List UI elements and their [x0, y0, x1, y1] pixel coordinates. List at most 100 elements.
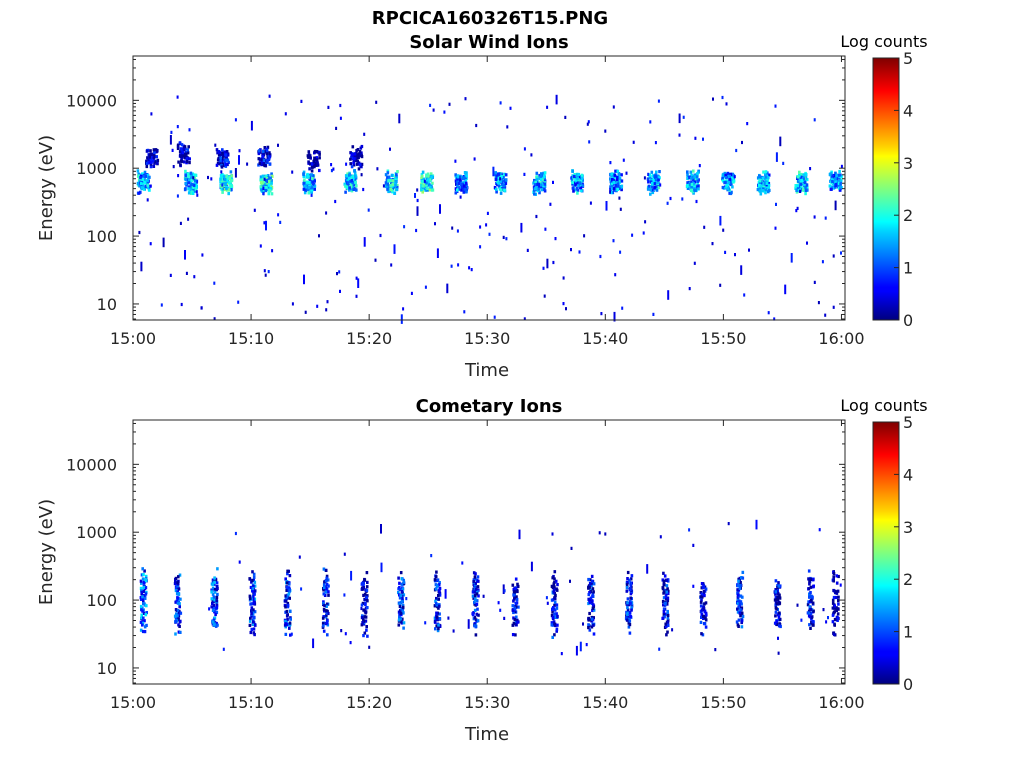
- x-tick-label: 15:20: [346, 693, 392, 712]
- heatmap-cell: [253, 584, 257, 588]
- heatmap-cell: [777, 581, 780, 585]
- heatmap-cell: [513, 588, 517, 592]
- heatmap-cell: [431, 181, 434, 185]
- heatmap-cell: [699, 620, 703, 624]
- heatmap-cell: [153, 160, 157, 164]
- heatmap-cell: [224, 153, 228, 157]
- heatmap-cell: [177, 630, 181, 634]
- heatmap-cell: [542, 266, 545, 270]
- heatmap-cell: [511, 623, 515, 627]
- heatmap-cell: [436, 578, 440, 582]
- heatmap-cell: [142, 174, 146, 178]
- heatmap-cell: [832, 571, 836, 576]
- heatmap-cell: [253, 589, 257, 593]
- heatmap-cell: [551, 610, 554, 614]
- heatmap-cell: [252, 620, 255, 624]
- heatmap-cell: [834, 200, 837, 211]
- heatmap-cell: [696, 185, 699, 189]
- heatmap-cell: [582, 622, 584, 626]
- heatmap-cell: [438, 604, 441, 608]
- heatmap-cell: [686, 186, 690, 190]
- heatmap-cell: [735, 620, 739, 624]
- heatmap-cell: [461, 561, 464, 565]
- heatmap-cell: [427, 180, 430, 184]
- heatmap-cell: [268, 155, 272, 159]
- heatmap-cell: [473, 594, 477, 598]
- colorbar-tick-label: 3: [903, 518, 913, 537]
- heatmap-cell: [143, 625, 147, 629]
- heatmap-cell: [807, 587, 811, 591]
- heatmap-cell: [463, 184, 466, 188]
- heatmap-cell: [325, 308, 328, 312]
- heatmap-cell: [238, 560, 241, 564]
- heatmap-cell: [144, 592, 148, 596]
- heatmap-cell: [589, 596, 593, 600]
- heatmap-cell: [575, 182, 579, 186]
- heatmap-cell: [390, 173, 394, 177]
- heatmap-cell: [836, 618, 839, 622]
- heatmap-cell: [512, 588, 516, 592]
- heatmap-cell: [303, 178, 306, 182]
- heatmap-cell: [391, 184, 394, 188]
- heatmap-cell: [284, 610, 287, 614]
- heatmap-cell: [665, 633, 668, 637]
- heatmap-cell: [215, 621, 218, 626]
- heatmap-cell: [326, 619, 329, 623]
- heatmap-cell: [658, 170, 661, 174]
- heatmap-cell: [836, 180, 839, 184]
- heatmap-cell: [655, 170, 658, 174]
- heatmap-cell: [150, 161, 153, 165]
- heatmap-cell: [141, 609, 144, 613]
- heatmap-cell: [250, 611, 253, 615]
- heatmap-cell: [188, 157, 191, 161]
- heatmap-cell: [401, 617, 404, 621]
- heatmap-cell: [806, 603, 810, 607]
- heatmap-cell: [592, 582, 596, 586]
- heatmap-cell: [773, 621, 777, 625]
- heatmap-cell: [324, 579, 328, 583]
- heatmap-cell: [472, 613, 475, 617]
- heatmap-cell: [351, 184, 355, 188]
- heatmap-cell: [740, 619, 744, 623]
- heatmap-cell: [425, 173, 428, 177]
- heatmap-cell: [592, 590, 595, 594]
- heatmap-cell: [724, 173, 727, 177]
- heatmap-cell: [178, 141, 182, 145]
- heatmap-cell: [775, 202, 777, 206]
- heatmap-cell: [832, 579, 835, 583]
- heatmap-cell: [666, 630, 669, 634]
- heatmap-cell: [212, 595, 216, 599]
- heatmap-cell: [700, 586, 704, 590]
- heatmap-cell: [562, 276, 565, 280]
- heatmap-cell: [177, 587, 181, 591]
- heatmap-cell: [185, 271, 188, 275]
- x-tick-label: 16:00: [818, 693, 864, 712]
- heatmap-cell: [156, 149, 159, 153]
- heatmap-cell: [327, 590, 330, 594]
- colorbar-tick-label: 5: [903, 49, 913, 68]
- heatmap-cell: [176, 616, 180, 620]
- heatmap-cell: [472, 580, 475, 584]
- heatmap-cell: [393, 185, 396, 189]
- heatmap-cell: [631, 233, 634, 237]
- heatmap-cell: [433, 616, 437, 620]
- heatmap-cell: [353, 157, 356, 161]
- heatmap-cell: [344, 184, 347, 188]
- heatmap-cell: [410, 291, 413, 295]
- heatmap-cell: [592, 632, 596, 636]
- heatmap-cell: [264, 178, 268, 183]
- heatmap-cell: [667, 589, 670, 593]
- heatmap-cell: [667, 290, 670, 300]
- heatmap-cell: [326, 300, 329, 304]
- heatmap-cell: [665, 584, 669, 588]
- heatmap-cell: [553, 633, 556, 637]
- heatmap-cell: [475, 612, 479, 616]
- heatmap-cell: [401, 598, 404, 602]
- heatmap-cell: [726, 187, 730, 191]
- heatmap-cell: [152, 164, 156, 168]
- heatmap-cell: [831, 179, 834, 184]
- heatmap-cell: [322, 592, 326, 596]
- heatmap-cell: [447, 616, 450, 620]
- heatmap-cell: [211, 587, 215, 591]
- heatmap-cell: [454, 191, 458, 195]
